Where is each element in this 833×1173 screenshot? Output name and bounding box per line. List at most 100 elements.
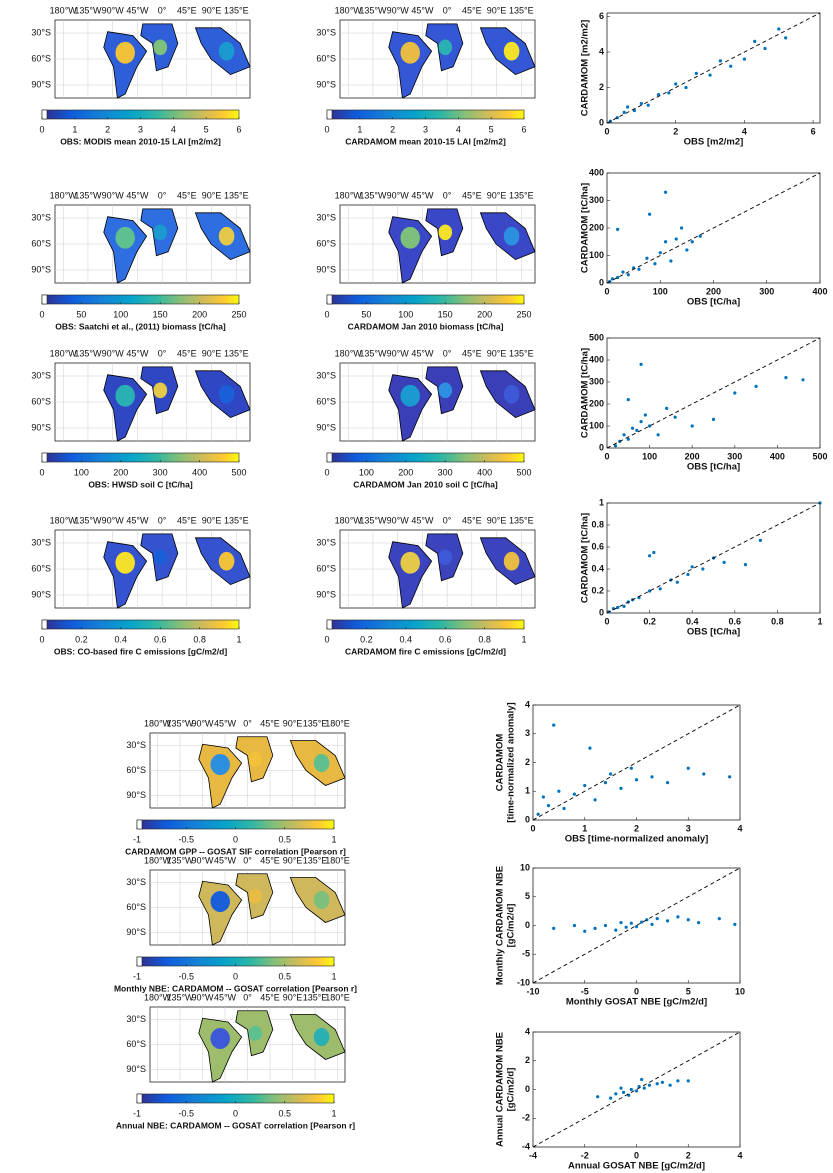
point (665, 919, 670, 923)
land-hotspot (503, 551, 520, 571)
x-tick-label: 0.4 (686, 616, 699, 626)
point (646, 103, 650, 107)
land-hotspot (438, 549, 453, 566)
y-tick-label: 3 (525, 728, 530, 738)
point (552, 723, 556, 727)
x-tick-label: 100 (642, 451, 657, 461)
point (635, 428, 639, 432)
land-hotspot (115, 226, 135, 249)
land-hotspot (313, 891, 330, 909)
lon-tick-label: 45°W (214, 992, 237, 1002)
map-caption: CARDAMOM Jan 2010 biomass [tC/ha] (348, 321, 504, 331)
land-hotspot (503, 384, 520, 404)
point (645, 256, 649, 260)
land-hotspot (218, 384, 235, 404)
point (676, 1079, 680, 1083)
land-hotspot (210, 754, 230, 775)
y-axis-label: Monthly CARDAMOM NBE (495, 866, 506, 985)
lon-tick-label: 135°E (303, 855, 328, 865)
point (674, 237, 678, 241)
y-tick-label: 0 (525, 1084, 530, 1094)
point (718, 59, 722, 63)
lon-tick-label: 135°W (166, 718, 194, 728)
x-tick-label: 0 (604, 616, 609, 626)
point (621, 270, 625, 274)
lon-tick-label: 90°E (283, 992, 303, 1002)
point (637, 267, 641, 271)
y-tick-label: 0.8 (591, 519, 604, 529)
colorbar-tick-label: 0.2 (75, 634, 88, 644)
lat-tick-label: 30°S (126, 1014, 146, 1024)
land (103, 216, 148, 284)
colorbar-tick-label: 500 (516, 467, 531, 477)
y-tick-label: 4 (599, 46, 604, 56)
one-to-one-line (606, 337, 821, 449)
lon-tick-label: 180°E (325, 718, 350, 728)
land-hotspot (400, 551, 420, 574)
x-tick-label: -2 (581, 1150, 589, 1160)
colorbar-tick-label: 3 (423, 124, 428, 134)
lat-tick-label: 60°S (316, 53, 336, 63)
colorbar-tick-label: 5 (204, 124, 209, 134)
y-axis-label: [gC/m2/d] (506, 904, 517, 948)
lat-tick-label: 90°S (31, 589, 51, 599)
point (615, 116, 619, 120)
point (614, 1092, 618, 1096)
point (647, 1083, 652, 1087)
lon-tick-label: 180°W (335, 515, 363, 525)
x-tick-label: 0 (604, 126, 609, 136)
point (711, 417, 716, 421)
x-tick-label: 3 (686, 823, 691, 833)
lon-tick-label: 45°W (411, 515, 434, 525)
y-tick-label: 0 (525, 814, 530, 824)
point (622, 604, 626, 609)
lon-tick-label: 180°W (50, 515, 78, 525)
point (656, 433, 660, 437)
lon-tick-label: 90°E (202, 348, 222, 358)
point (717, 917, 721, 921)
land-hotspot (153, 382, 168, 399)
y-tick-label: 1 (599, 497, 604, 507)
lon-tick-label: 0° (443, 348, 452, 358)
land-hotspot (438, 39, 453, 56)
land-hotspot (438, 224, 453, 241)
point (733, 922, 737, 926)
colorbar-nan (41, 452, 48, 463)
land (198, 880, 243, 946)
lat-tick-label: 30°S (316, 370, 336, 380)
land (388, 541, 433, 609)
lon-tick-label: 135°E (224, 348, 249, 358)
point (665, 781, 670, 785)
colorbar-nan (326, 294, 333, 305)
colorbar-tick-label: 1 (236, 634, 241, 644)
colorbar-tick-label: 0 (39, 634, 44, 644)
y-tick-label: 100 (589, 420, 604, 430)
point (754, 384, 758, 388)
point (614, 928, 618, 932)
point (619, 921, 623, 925)
x-tick-label: 0 (604, 451, 609, 461)
lon-tick-label: 90°E (487, 348, 507, 358)
x-tick-label: 100 (653, 286, 668, 296)
point (616, 605, 620, 610)
land-hotspot (503, 226, 520, 246)
y-tick-label: 2 (599, 82, 604, 92)
colorbar-nan (326, 619, 333, 630)
point (686, 572, 690, 577)
y-axis-label: Annual CARDAMOM NBE (495, 1032, 506, 1147)
point (629, 1087, 633, 1092)
lon-tick-label: 90°W (191, 855, 214, 865)
lon-tick-label: 45°E (177, 190, 197, 200)
point (557, 789, 561, 793)
point (777, 27, 781, 31)
colorbar-tick-label: 3 (138, 124, 143, 134)
colorbar-tick-label: 0 (39, 309, 44, 319)
colorbar (326, 452, 525, 463)
colorbar-tick-label: 300 (153, 467, 168, 477)
colorbar-tick-label: 200 (477, 309, 492, 319)
colorbar-tick-label: 0 (233, 971, 238, 981)
one-to-one-line (606, 12, 821, 124)
x-axis-label: Annual GOSAT NBE [gC/m2/d] (568, 1161, 705, 1172)
point (648, 589, 652, 593)
lon-tick-label: 0° (443, 515, 452, 525)
